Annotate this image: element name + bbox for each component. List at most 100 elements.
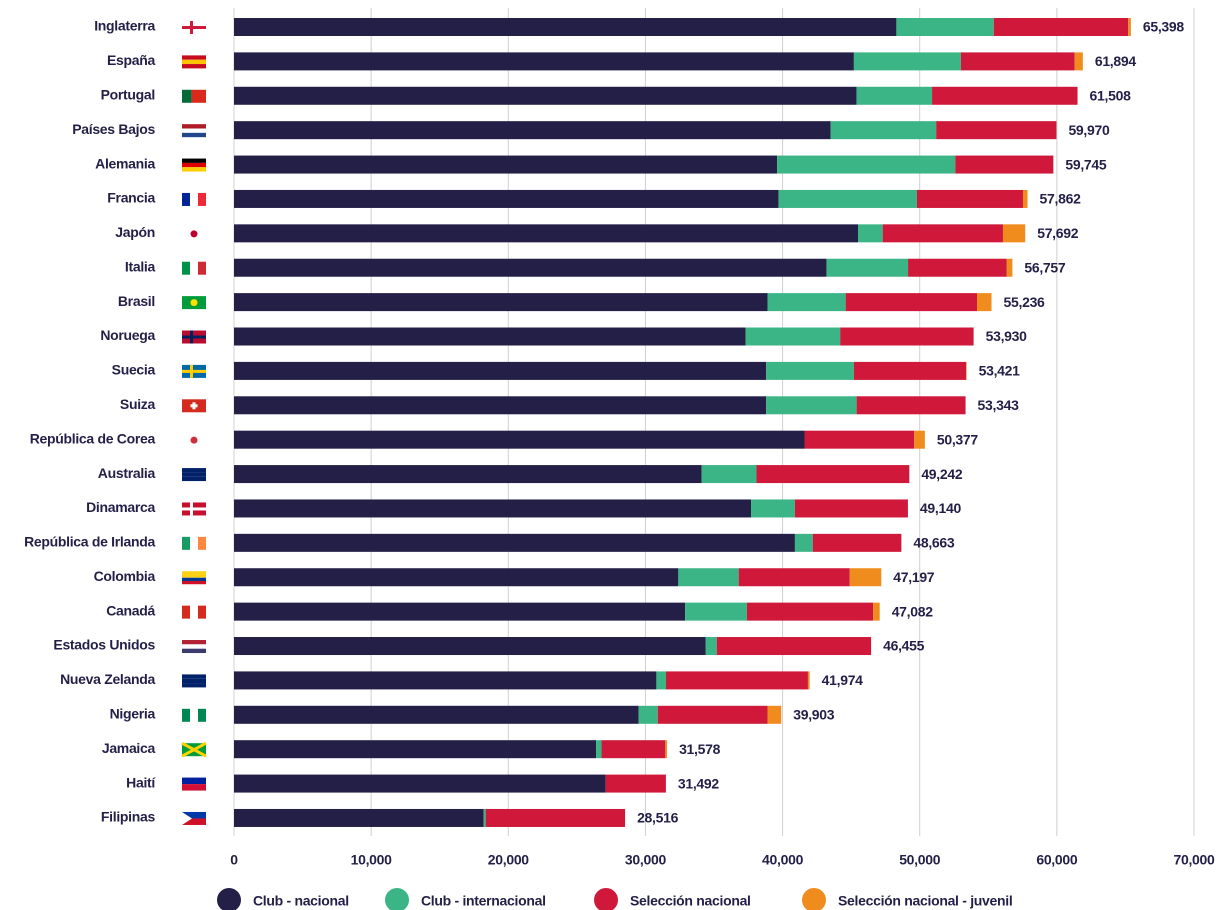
bar-segment bbox=[716, 637, 872, 656]
bar-segment bbox=[234, 499, 752, 518]
category-label: Italia bbox=[125, 258, 156, 274]
bar-segment bbox=[746, 602, 874, 621]
total-label: 47,197 bbox=[893, 569, 935, 585]
flag-part bbox=[182, 777, 206, 785]
bar-segment bbox=[678, 568, 739, 587]
flag-part bbox=[190, 299, 198, 307]
flag-part bbox=[198, 708, 206, 722]
total-label: 47,082 bbox=[892, 603, 934, 619]
bar-segment bbox=[914, 430, 925, 449]
flag-part bbox=[190, 502, 193, 516]
category-label: Alemania bbox=[95, 155, 155, 171]
legend-swatch bbox=[594, 888, 618, 910]
flag-part bbox=[182, 571, 206, 578]
bar-segment bbox=[858, 224, 883, 243]
flag-part bbox=[182, 577, 206, 581]
flag bbox=[182, 708, 206, 722]
bar-segment bbox=[849, 568, 882, 587]
flag-part bbox=[182, 683, 206, 688]
total-label: 50,377 bbox=[937, 431, 979, 447]
bar-segment bbox=[960, 52, 1075, 71]
x-tick-label: 20,000 bbox=[488, 852, 530, 868]
legend-label: Club - internacional bbox=[421, 893, 546, 909]
bar-segment bbox=[234, 258, 827, 277]
bar-segment bbox=[856, 86, 933, 105]
x-tick-label: 0 bbox=[230, 852, 238, 868]
flag bbox=[182, 674, 206, 688]
flag-part bbox=[190, 230, 198, 238]
total-label: 53,421 bbox=[979, 363, 1021, 379]
bar-segment bbox=[767, 293, 846, 312]
bar-segment bbox=[234, 52, 854, 71]
bar-segment bbox=[601, 740, 666, 759]
bar-segment bbox=[234, 671, 657, 690]
bar-segment bbox=[234, 774, 606, 793]
flag bbox=[182, 433, 206, 447]
bar-segment bbox=[234, 740, 597, 759]
bar-segment bbox=[977, 293, 992, 312]
flag-part bbox=[182, 158, 206, 163]
bar-segment bbox=[896, 18, 994, 36]
flag-part bbox=[190, 605, 198, 619]
bar-segment bbox=[853, 52, 961, 71]
flag-part bbox=[182, 674, 206, 679]
bar-segment bbox=[234, 808, 484, 827]
flag-part bbox=[190, 708, 198, 722]
bar-segment bbox=[993, 18, 1129, 36]
category-label: Suecia bbox=[112, 362, 156, 378]
bar-segment bbox=[234, 396, 767, 415]
bar-segment bbox=[234, 568, 679, 587]
category-label: Inglaterra bbox=[94, 18, 155, 34]
bar-segment bbox=[234, 189, 779, 208]
total-label: 57,692 bbox=[1037, 225, 1079, 241]
flag-part bbox=[182, 167, 206, 172]
flag-part bbox=[191, 89, 206, 103]
bar-segment bbox=[234, 361, 767, 380]
flag-part bbox=[182, 162, 206, 168]
category-label: Países Bajos bbox=[72, 121, 155, 137]
category-label: Brasil bbox=[118, 293, 155, 309]
flag bbox=[182, 811, 206, 825]
category-label: Australia bbox=[98, 465, 156, 481]
total-label: 53,930 bbox=[986, 328, 1028, 344]
flag-part bbox=[182, 192, 190, 206]
bar-segment bbox=[1074, 52, 1083, 71]
bar-segment bbox=[807, 671, 810, 690]
flag-part bbox=[182, 811, 206, 819]
bar-segment bbox=[794, 499, 908, 518]
legend-label: Selección nacional - juvenil bbox=[838, 893, 1012, 909]
total-label: 49,242 bbox=[921, 466, 963, 482]
bar-segment bbox=[916, 189, 1023, 208]
total-label: 59,970 bbox=[1068, 122, 1110, 138]
category-label: República de Irlanda bbox=[24, 534, 155, 550]
bar-segment bbox=[234, 18, 897, 36]
flag-part bbox=[190, 404, 198, 408]
flag-part bbox=[182, 59, 206, 65]
flag-part bbox=[182, 605, 190, 619]
flag-part bbox=[182, 26, 206, 29]
flag bbox=[182, 502, 206, 516]
flag bbox=[182, 21, 206, 34]
flag bbox=[182, 536, 206, 550]
flag bbox=[182, 89, 206, 103]
bar-segment bbox=[826, 258, 909, 277]
x-tick-label: 60,000 bbox=[1036, 852, 1078, 868]
bar-segment bbox=[794, 533, 813, 552]
bar-segment bbox=[830, 121, 937, 140]
bar-segment bbox=[955, 155, 1054, 174]
total-label: 41,974 bbox=[822, 672, 864, 688]
flag-part bbox=[182, 811, 192, 825]
bar-segment bbox=[485, 808, 626, 827]
category-label: Portugal bbox=[101, 86, 155, 102]
flag-part bbox=[198, 605, 206, 619]
total-label: 49,140 bbox=[920, 500, 962, 516]
flag-part bbox=[190, 364, 193, 378]
bar-segment bbox=[234, 155, 778, 174]
bar-segment bbox=[657, 705, 768, 724]
flag bbox=[182, 158, 206, 172]
bar-segment bbox=[766, 396, 857, 415]
legend-label: Club - nacional bbox=[253, 893, 349, 909]
bar-segment bbox=[685, 602, 747, 621]
flag-part bbox=[190, 436, 198, 444]
bar-segment bbox=[778, 189, 917, 208]
